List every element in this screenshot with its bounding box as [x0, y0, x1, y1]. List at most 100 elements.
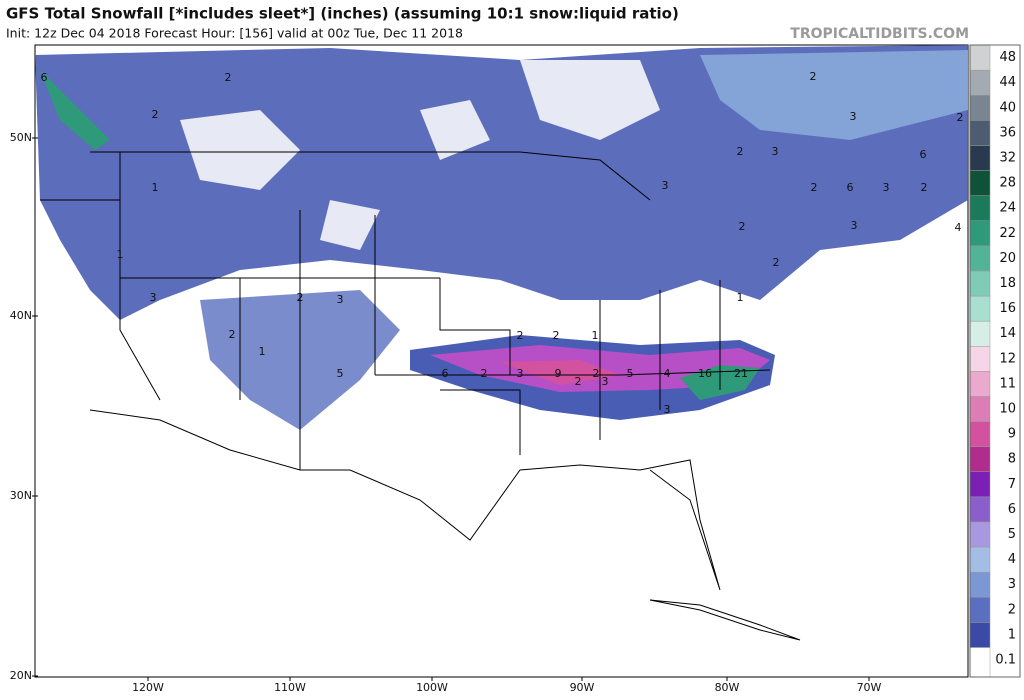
contour-label: 1 — [737, 291, 744, 304]
contour-label: 3 — [664, 403, 671, 416]
colorbar-swatch — [969, 120, 991, 146]
contour-label: 2 — [553, 329, 560, 342]
contour-label: 6 — [920, 148, 927, 161]
colorbar-swatch — [969, 220, 991, 247]
colorbar-swatch — [969, 647, 991, 678]
colorbar-swatch — [969, 295, 991, 322]
colorbar-label: 1 — [1008, 627, 1016, 642]
contour-label: 2 — [921, 181, 928, 194]
lat-label: 50N — [10, 131, 32, 144]
colorbar-swatch — [969, 571, 991, 598]
colorbar-swatch — [969, 346, 991, 372]
colorbar-label: 0.1 — [995, 653, 1016, 668]
colorbar-swatch — [969, 597, 991, 623]
colorbar-swatch — [969, 245, 991, 272]
colorbar-label: 8 — [1008, 452, 1016, 467]
contour-label: 2 — [593, 367, 600, 380]
contour-label: 16 — [698, 367, 712, 380]
contour-label: 5 — [627, 367, 634, 380]
contour-label: 2 — [773, 256, 780, 269]
lon-label: 110W — [274, 681, 306, 694]
colorbar-swatch — [969, 471, 991, 498]
colorbar-label: 11 — [999, 376, 1016, 391]
contour-label: 1 — [592, 329, 599, 342]
contour-label: 6 — [847, 181, 854, 194]
contour-label: 1 — [259, 345, 266, 358]
contour-label: 6 — [41, 71, 48, 84]
colorbar-swatch — [969, 622, 991, 648]
lat-label: 40N — [10, 309, 32, 322]
colorbar-swatch — [969, 270, 991, 297]
colorbar-swatch — [969, 446, 991, 472]
contour-label: 5 — [337, 367, 344, 380]
colorbar-label: 32 — [999, 151, 1016, 166]
lon-label: 120W — [132, 681, 164, 694]
colorbar-swatch — [969, 69, 991, 96]
state-border — [40, 151, 771, 470]
colorbar-swatch — [969, 371, 991, 397]
contour-label: 2 — [225, 71, 232, 84]
colorbar-swatch — [969, 195, 991, 221]
contour-label: 2 — [297, 291, 304, 304]
contour-label: 2 — [810, 70, 817, 83]
colorbar-label: 40 — [999, 100, 1016, 115]
colorbar-swatch — [969, 421, 991, 447]
contour-label: 1 — [152, 181, 159, 194]
contour-label: 3 — [602, 375, 609, 388]
lon-label: 80W — [715, 681, 740, 694]
lat-label: 30N — [10, 489, 32, 502]
colorbar-label: 10 — [999, 402, 1016, 417]
colorbar-swatch — [969, 44, 991, 71]
contour-label: 2 — [229, 328, 236, 341]
colorbar-swatch — [969, 396, 991, 422]
colorbar-swatch — [969, 170, 991, 196]
colorbar-label: 18 — [999, 276, 1016, 291]
contour-label: 4 — [664, 367, 671, 380]
contour-label: 3 — [150, 291, 157, 304]
contour-label: 2 — [739, 220, 746, 233]
colorbar-frame — [969, 44, 1021, 678]
colorbar-label: 6 — [1008, 502, 1016, 517]
colorbar-label: 4 — [1008, 552, 1016, 567]
colorbar-label: 36 — [999, 125, 1016, 140]
contour-label: 2 — [811, 181, 818, 194]
contour-label: 21 — [734, 367, 748, 380]
contour-label: 3 — [662, 179, 669, 192]
colorbar-label: 48 — [999, 50, 1016, 65]
contour-label: 4 — [955, 221, 962, 234]
map — [34, 44, 969, 678]
contour-label: 2 — [575, 375, 582, 388]
colorbar-swatch — [969, 546, 991, 573]
colorbar-label: 5 — [1008, 527, 1016, 542]
contour-label: 9 — [555, 367, 562, 380]
colorbar-label: 44 — [999, 75, 1016, 90]
contour-label: 3 — [337, 293, 344, 306]
lat-label: 20N — [10, 669, 32, 682]
watermark: TROPICALTIDBITS.COM — [790, 26, 969, 42]
colorbar-label: 14 — [999, 326, 1016, 341]
colorbar-label: 28 — [999, 176, 1016, 191]
colorbar-swatch — [969, 521, 991, 548]
contour-label: 2 — [737, 145, 744, 158]
contour-label: 2 — [481, 367, 488, 380]
lon-label: 70W — [857, 681, 882, 694]
colorbar-swatch — [969, 145, 991, 171]
contour-label: 2 — [152, 108, 159, 121]
colorbar-label: 16 — [999, 301, 1016, 316]
colorbar-label: 9 — [1008, 427, 1016, 442]
colorbar-label: 22 — [999, 226, 1016, 241]
colorbar-label: 20 — [999, 251, 1016, 266]
contour-label: 3 — [772, 145, 779, 158]
contour-label: 3 — [851, 219, 858, 232]
colorbar-swatch — [969, 320, 991, 347]
snow-region — [500, 360, 620, 385]
colorbar-label: 2 — [1008, 602, 1016, 617]
title: GFS Total Snowfall [*includes sleet*] (i… — [6, 5, 679, 23]
coastline — [89, 409, 721, 591]
contour-label: 1 — [117, 248, 124, 261]
colorbar-label: 7 — [1008, 477, 1016, 492]
snow-region — [35, 45, 968, 320]
snow-region — [700, 50, 968, 140]
contour-label: 2 — [957, 111, 964, 124]
